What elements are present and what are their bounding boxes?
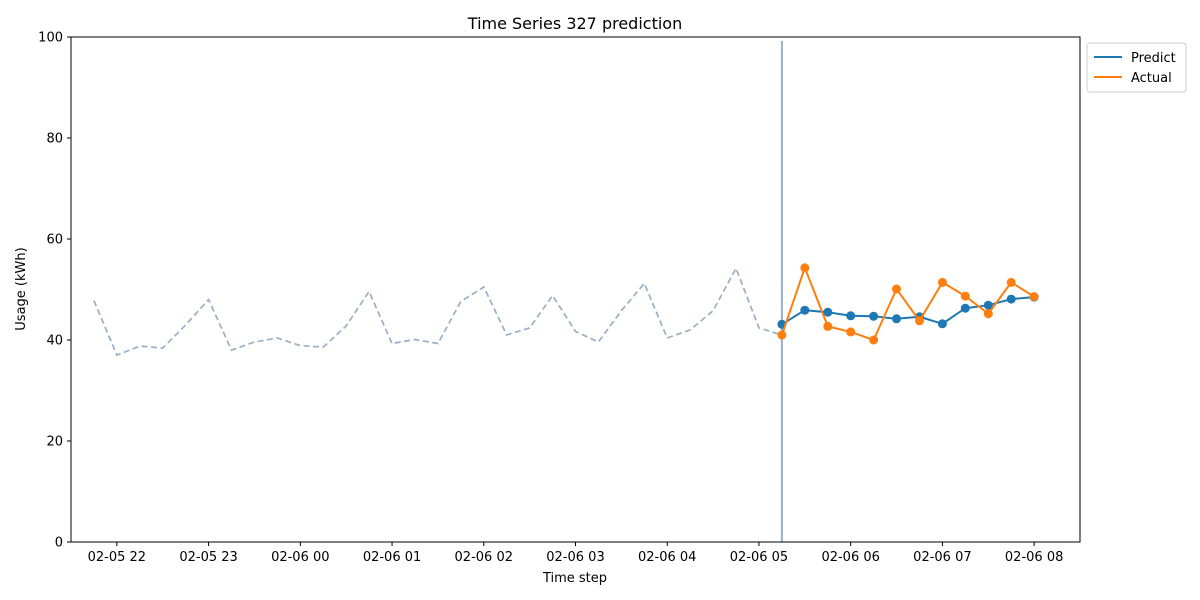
y-tick-label: 100 xyxy=(38,31,63,46)
predict-point xyxy=(960,303,970,313)
x-tick-label: 02-06 08 xyxy=(1005,550,1063,565)
x-tick-label: 02-06 06 xyxy=(821,550,879,565)
x-tick-label: 02-06 05 xyxy=(730,550,788,565)
legend-predict-label: Predict xyxy=(1131,51,1176,66)
x-tick-label: 02-06 00 xyxy=(271,550,329,565)
y-tick-label: 80 xyxy=(46,132,63,147)
predict-point xyxy=(869,311,879,321)
y-tick-label: 40 xyxy=(46,334,63,349)
predict-point xyxy=(846,311,856,321)
actual-point xyxy=(800,263,810,273)
legend: Predict Actual xyxy=(1086,42,1187,93)
actual-point xyxy=(1029,292,1039,302)
actual-point xyxy=(937,277,947,287)
actual-point xyxy=(983,309,993,319)
predict-point xyxy=(983,300,993,310)
y-tick-label: 0 xyxy=(55,536,63,551)
y-axis-label: Usage (kWh) xyxy=(14,247,29,330)
actual-point xyxy=(823,321,833,331)
actual-series-line xyxy=(780,264,1035,342)
actual-point xyxy=(892,284,901,294)
plot-area xyxy=(93,41,1039,542)
x-tick-label: 02-06 01 xyxy=(363,550,421,565)
actual-point xyxy=(777,330,787,340)
y-tick-label: 60 xyxy=(46,233,63,248)
legend-frame xyxy=(1086,42,1187,93)
actual-point xyxy=(869,335,879,345)
x-tick-label: 02-06 04 xyxy=(638,550,696,565)
chart-title: Time Series 327 prediction xyxy=(467,14,682,33)
x-tick-label: 02-05 23 xyxy=(179,550,237,565)
predict-point xyxy=(1006,294,1016,304)
actual-point xyxy=(915,316,924,326)
history-series-line xyxy=(93,266,783,357)
predict-point xyxy=(823,307,833,317)
actual-point xyxy=(1006,277,1016,287)
y-tick-label: 20 xyxy=(46,435,63,450)
actual-point xyxy=(846,327,856,337)
x-tick-label: 02-06 03 xyxy=(546,550,604,565)
axes: 0 20 40 60 80 100 02-05 22 02-05 23 02-06 00 02-0… xyxy=(38,31,1081,565)
x-tick-label: 02-05 22 xyxy=(88,550,146,565)
predict-point xyxy=(800,305,810,315)
x-tick-label: 02-06 02 xyxy=(455,550,513,565)
x-tick-label: 02-06 07 xyxy=(913,550,971,565)
predict-point xyxy=(937,319,947,329)
predict-point xyxy=(892,314,901,324)
x-axis-label: Time step xyxy=(542,571,607,586)
actual-point xyxy=(960,291,970,301)
legend-actual-label: Actual xyxy=(1131,71,1172,86)
